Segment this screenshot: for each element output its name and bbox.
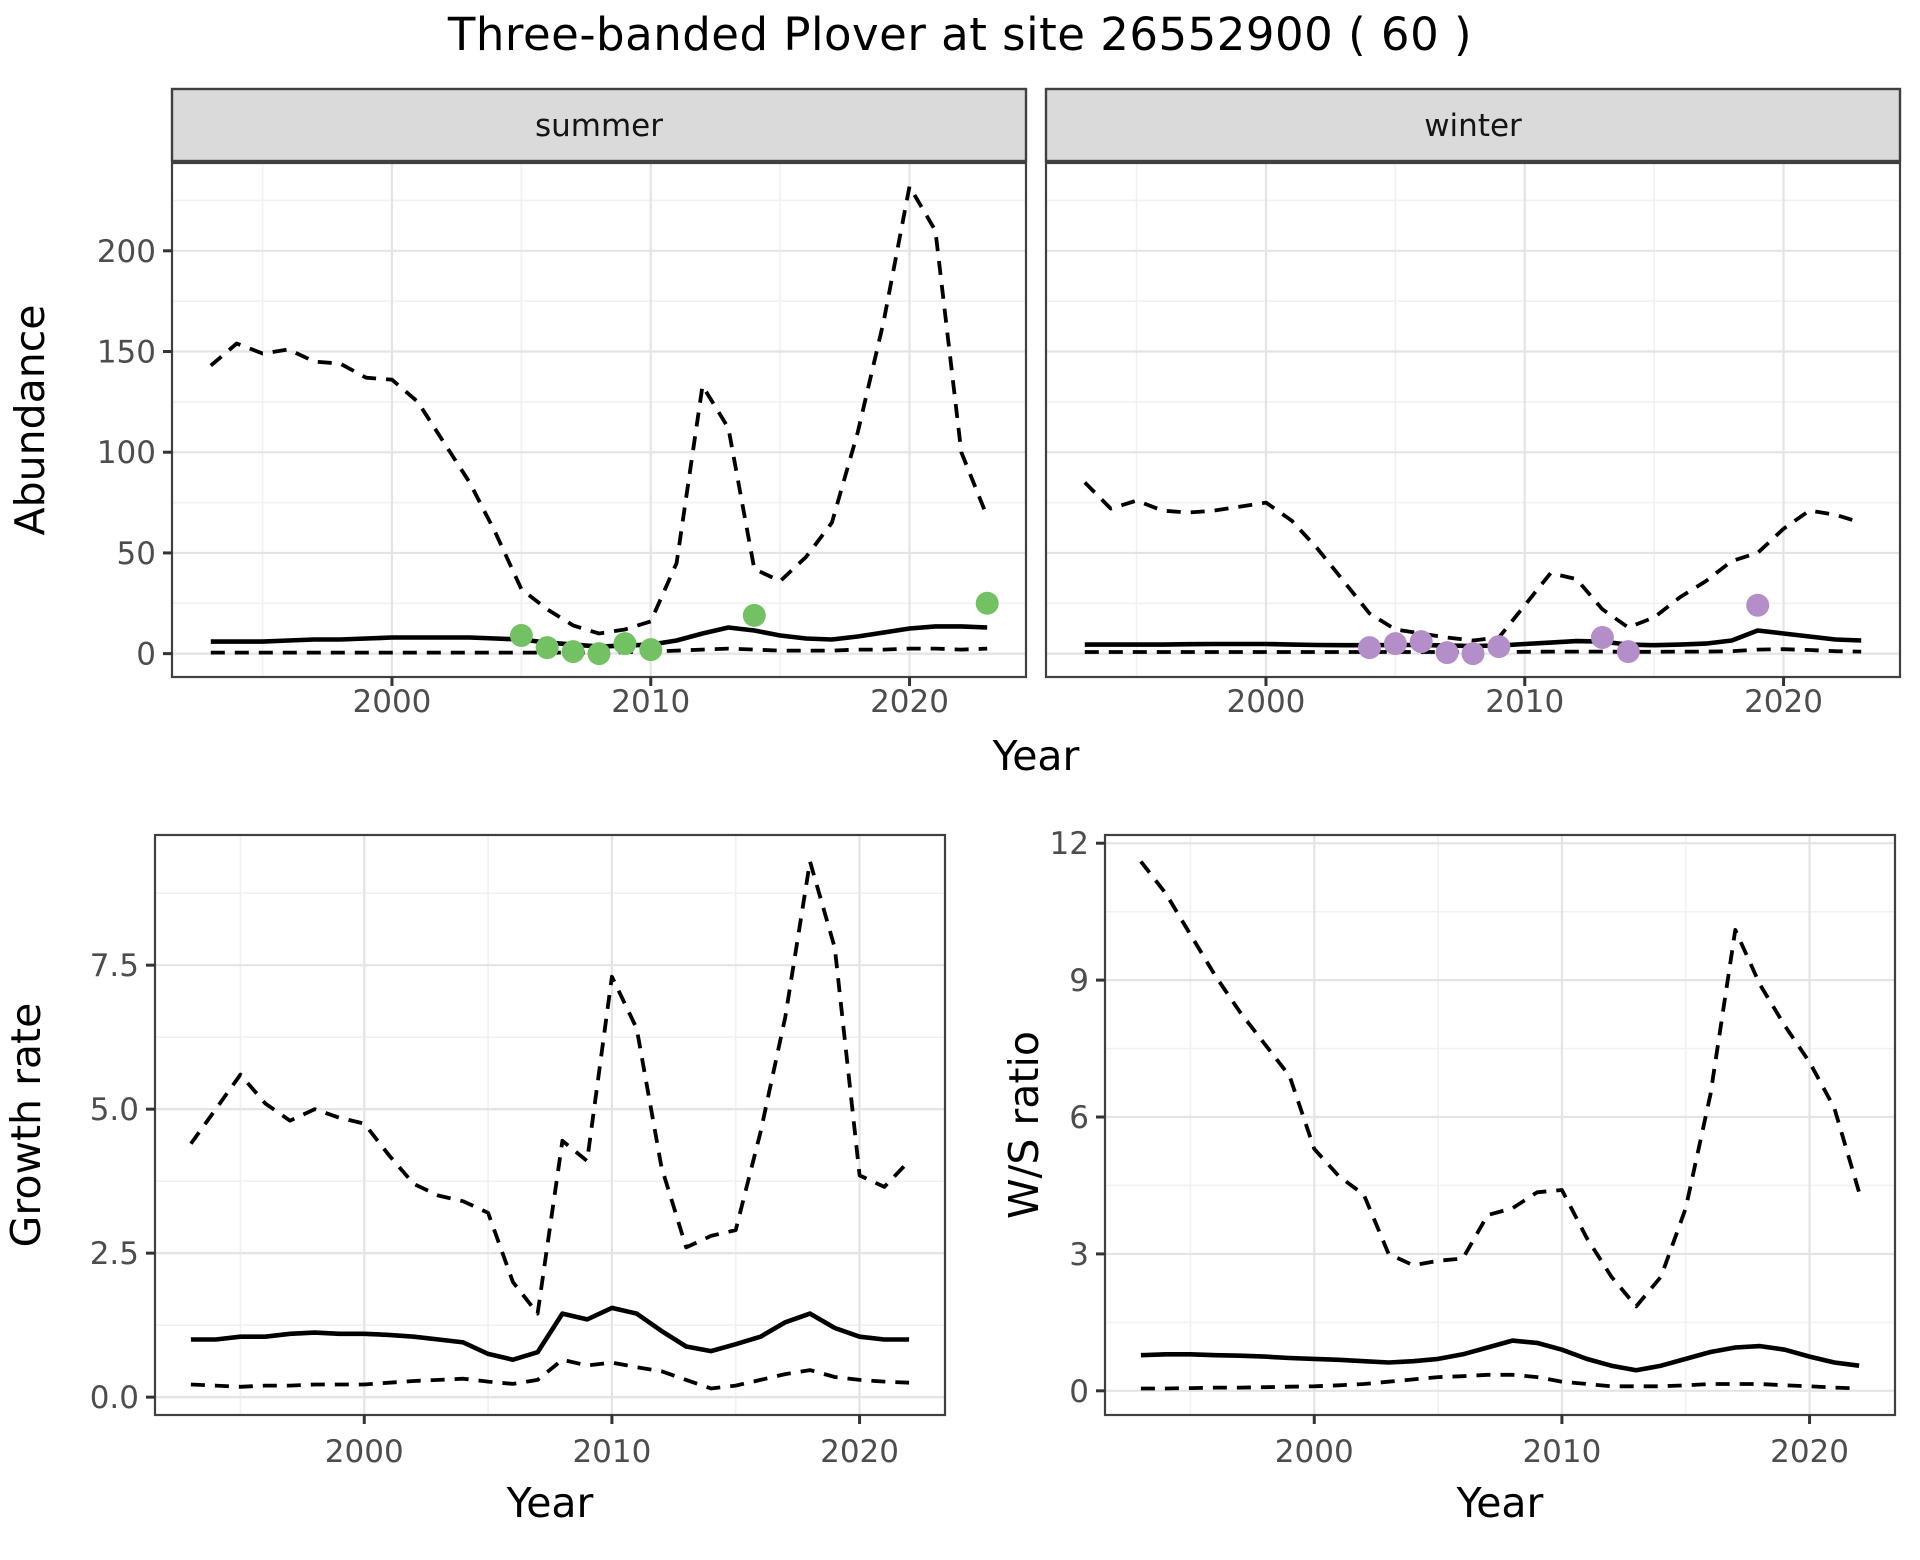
median-line bbox=[1140, 1338, 1860, 1373]
observed-count-summer-point bbox=[975, 591, 999, 615]
panel-border bbox=[1103, 833, 1897, 1417]
observed-count-winter-point bbox=[1461, 642, 1485, 666]
observed-count-winter-point bbox=[1358, 636, 1381, 660]
lower-ci-line bbox=[190, 1357, 910, 1391]
y-tick-label: 5.0 bbox=[90, 1092, 139, 1128]
observed-count-winter-point bbox=[1383, 632, 1407, 656]
facet-strip bbox=[1044, 87, 1902, 163]
panel-border bbox=[1044, 161, 1902, 679]
y-axis-title: Growth rate bbox=[2, 1003, 50, 1248]
x-tick-label: 2010 bbox=[611, 684, 690, 720]
observed-count-summer-point bbox=[535, 636, 559, 660]
facet-strip bbox=[170, 87, 1028, 163]
observed-count-summer-point bbox=[742, 603, 766, 627]
upper-ci-line bbox=[1083, 481, 1862, 643]
y-tick-label: 7.5 bbox=[90, 948, 139, 984]
observed-count-winter-point bbox=[1746, 593, 1770, 617]
y-tick-label: 50 bbox=[117, 536, 156, 572]
y-tick-label: 12 bbox=[1050, 826, 1089, 862]
x-tick-label: 2000 bbox=[1227, 684, 1306, 720]
y-tick-label: 9 bbox=[1069, 963, 1089, 999]
observed-count-summer-point bbox=[613, 632, 637, 656]
y-tick-label: 150 bbox=[97, 335, 156, 371]
observed-count-summer-point bbox=[509, 624, 533, 647]
median-line bbox=[190, 1305, 910, 1362]
y-tick-label: 0.0 bbox=[90, 1380, 139, 1416]
observed-count-summer-point bbox=[639, 638, 663, 662]
y-tick-label: 3 bbox=[1069, 1237, 1089, 1273]
facet-strip-label: summer bbox=[535, 108, 663, 144]
panel-background bbox=[155, 835, 945, 1415]
x-tick-label: 2020 bbox=[1770, 1434, 1849, 1470]
panel-border bbox=[153, 833, 947, 1417]
observed-count-winter-point bbox=[1487, 635, 1511, 659]
facet-strip-label: winter bbox=[1424, 108, 1522, 144]
x-tick-label: 2010 bbox=[1522, 1434, 1601, 1470]
x-tick-label: 2010 bbox=[572, 1434, 651, 1470]
y-tick-label: 100 bbox=[97, 435, 156, 471]
observed-count-winter-point bbox=[1616, 640, 1640, 664]
y-axis-title: Abundance bbox=[6, 305, 54, 536]
observed-count-winter-point bbox=[1590, 626, 1614, 649]
upper-ci-line bbox=[209, 184, 989, 636]
x-tick-label: 2000 bbox=[325, 1434, 404, 1470]
observed-count-winter-point bbox=[1409, 630, 1433, 654]
y-tick-label: 0 bbox=[136, 637, 156, 673]
panel-border bbox=[170, 161, 1028, 679]
x-tick-label: 2010 bbox=[1485, 684, 1564, 720]
y-tick-label: 6 bbox=[1069, 1100, 1089, 1136]
panel-background bbox=[172, 163, 1026, 677]
x-tick-label: 2000 bbox=[353, 684, 432, 720]
x-tick-label: 2020 bbox=[870, 684, 949, 720]
shared-x-axis-title-group: Year bbox=[992, 732, 1080, 780]
panel-ws-ratio: 2000 2010 2020 0 3 6 9 12 W/S ratio Year bbox=[1000, 826, 1897, 1527]
y-axis-title: W/S ratio bbox=[1000, 1031, 1048, 1219]
observed-count-winter-point bbox=[1435, 641, 1459, 665]
observed-count-summer-point bbox=[587, 642, 611, 666]
upper-ci-line bbox=[1139, 860, 1861, 1309]
panel-abundance-summer: 2000 2010 2020 0 50 100 150 200 summer Abundance bbox=[6, 87, 1028, 720]
chart-title: Three-banded Plover at site 26552900 ( 6… bbox=[447, 8, 1473, 61]
y-tick-label: 2.5 bbox=[90, 1236, 139, 1272]
panel-background bbox=[1105, 835, 1895, 1415]
panel-growth-rate: 2000 2010 2020 0.0 2.5 5.0 7.5 Growth rate Year bbox=[2, 833, 947, 1527]
upper-ci-line bbox=[189, 859, 911, 1316]
panel-abundance-winter: 2000 2010 2020 winter bbox=[1044, 87, 1902, 720]
x-tick-label: 2000 bbox=[1275, 1434, 1354, 1470]
panel-background bbox=[1046, 163, 1900, 677]
y-tick-label: 200 bbox=[97, 234, 156, 270]
x-axis-title: Year bbox=[1456, 1479, 1544, 1527]
x-tick-label: 2020 bbox=[1744, 684, 1823, 720]
x-axis-title: Year bbox=[506, 1479, 594, 1527]
y-tick-label: 0 bbox=[1069, 1374, 1089, 1410]
x-tick-label: 2020 bbox=[820, 1434, 899, 1470]
observed-count-summer-point bbox=[561, 640, 585, 664]
shared-x-axis-title: Year bbox=[992, 732, 1080, 780]
